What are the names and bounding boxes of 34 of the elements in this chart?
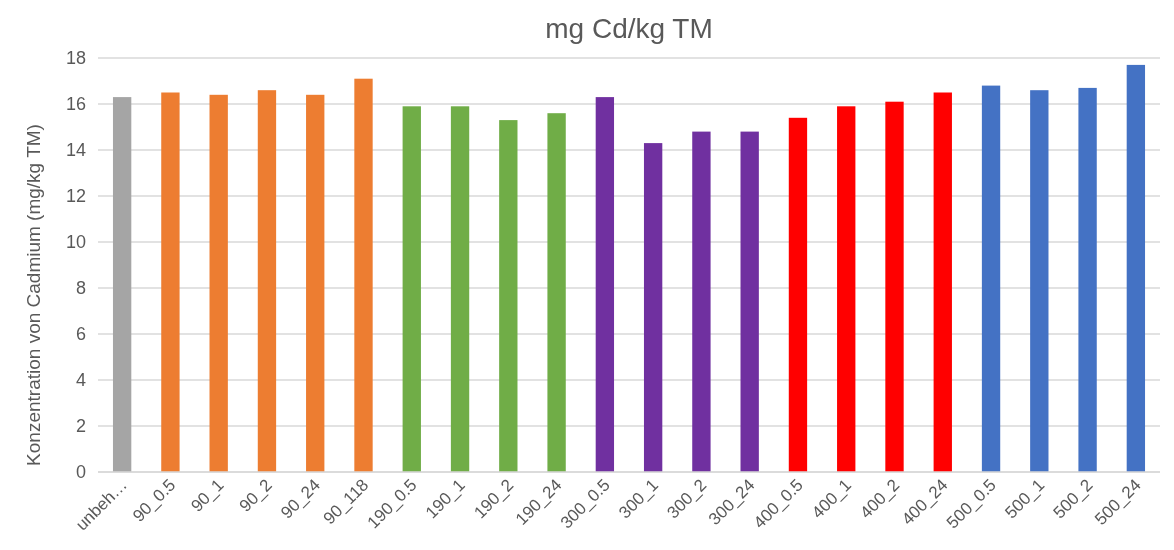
bar — [1030, 90, 1049, 472]
bar — [595, 97, 615, 472]
bar — [209, 94, 228, 472]
bar — [837, 106, 856, 472]
bar — [112, 97, 132, 472]
y-tick-label: 16 — [65, 94, 86, 115]
bar — [933, 92, 952, 472]
y-axis-title: Konzentration von Cadmium (mg/kg TM) — [23, 124, 44, 466]
chart-title: mg Cd/kg TM — [545, 13, 713, 44]
bar — [547, 113, 566, 472]
bar — [643, 143, 663, 472]
bar — [885, 101, 904, 472]
bar — [161, 92, 180, 472]
bar — [450, 106, 470, 472]
y-tick-label: 10 — [65, 232, 86, 253]
bar — [788, 117, 808, 472]
bar — [499, 120, 518, 472]
bar — [354, 78, 373, 472]
bar — [402, 106, 421, 472]
y-tick-label: 8 — [75, 278, 86, 299]
y-tick-label: 12 — [65, 186, 86, 207]
bar — [740, 131, 759, 472]
y-tick-label: 14 — [65, 140, 86, 161]
y-tick-label: 4 — [75, 370, 86, 391]
bar — [1078, 87, 1097, 472]
bar — [981, 85, 1001, 472]
bar — [692, 131, 711, 472]
bar — [306, 94, 325, 472]
y-tick-label: 6 — [75, 324, 86, 345]
bar — [1126, 64, 1146, 472]
y-tick-label: 0 — [75, 462, 86, 483]
y-tick-label: 2 — [75, 416, 86, 437]
bar — [257, 90, 277, 472]
y-tick-label: 18 — [65, 48, 86, 69]
